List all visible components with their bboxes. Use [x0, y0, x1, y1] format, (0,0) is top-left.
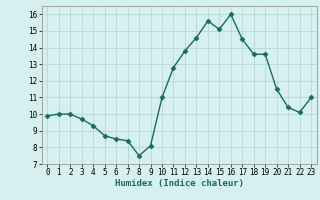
X-axis label: Humidex (Indice chaleur): Humidex (Indice chaleur) [115, 179, 244, 188]
